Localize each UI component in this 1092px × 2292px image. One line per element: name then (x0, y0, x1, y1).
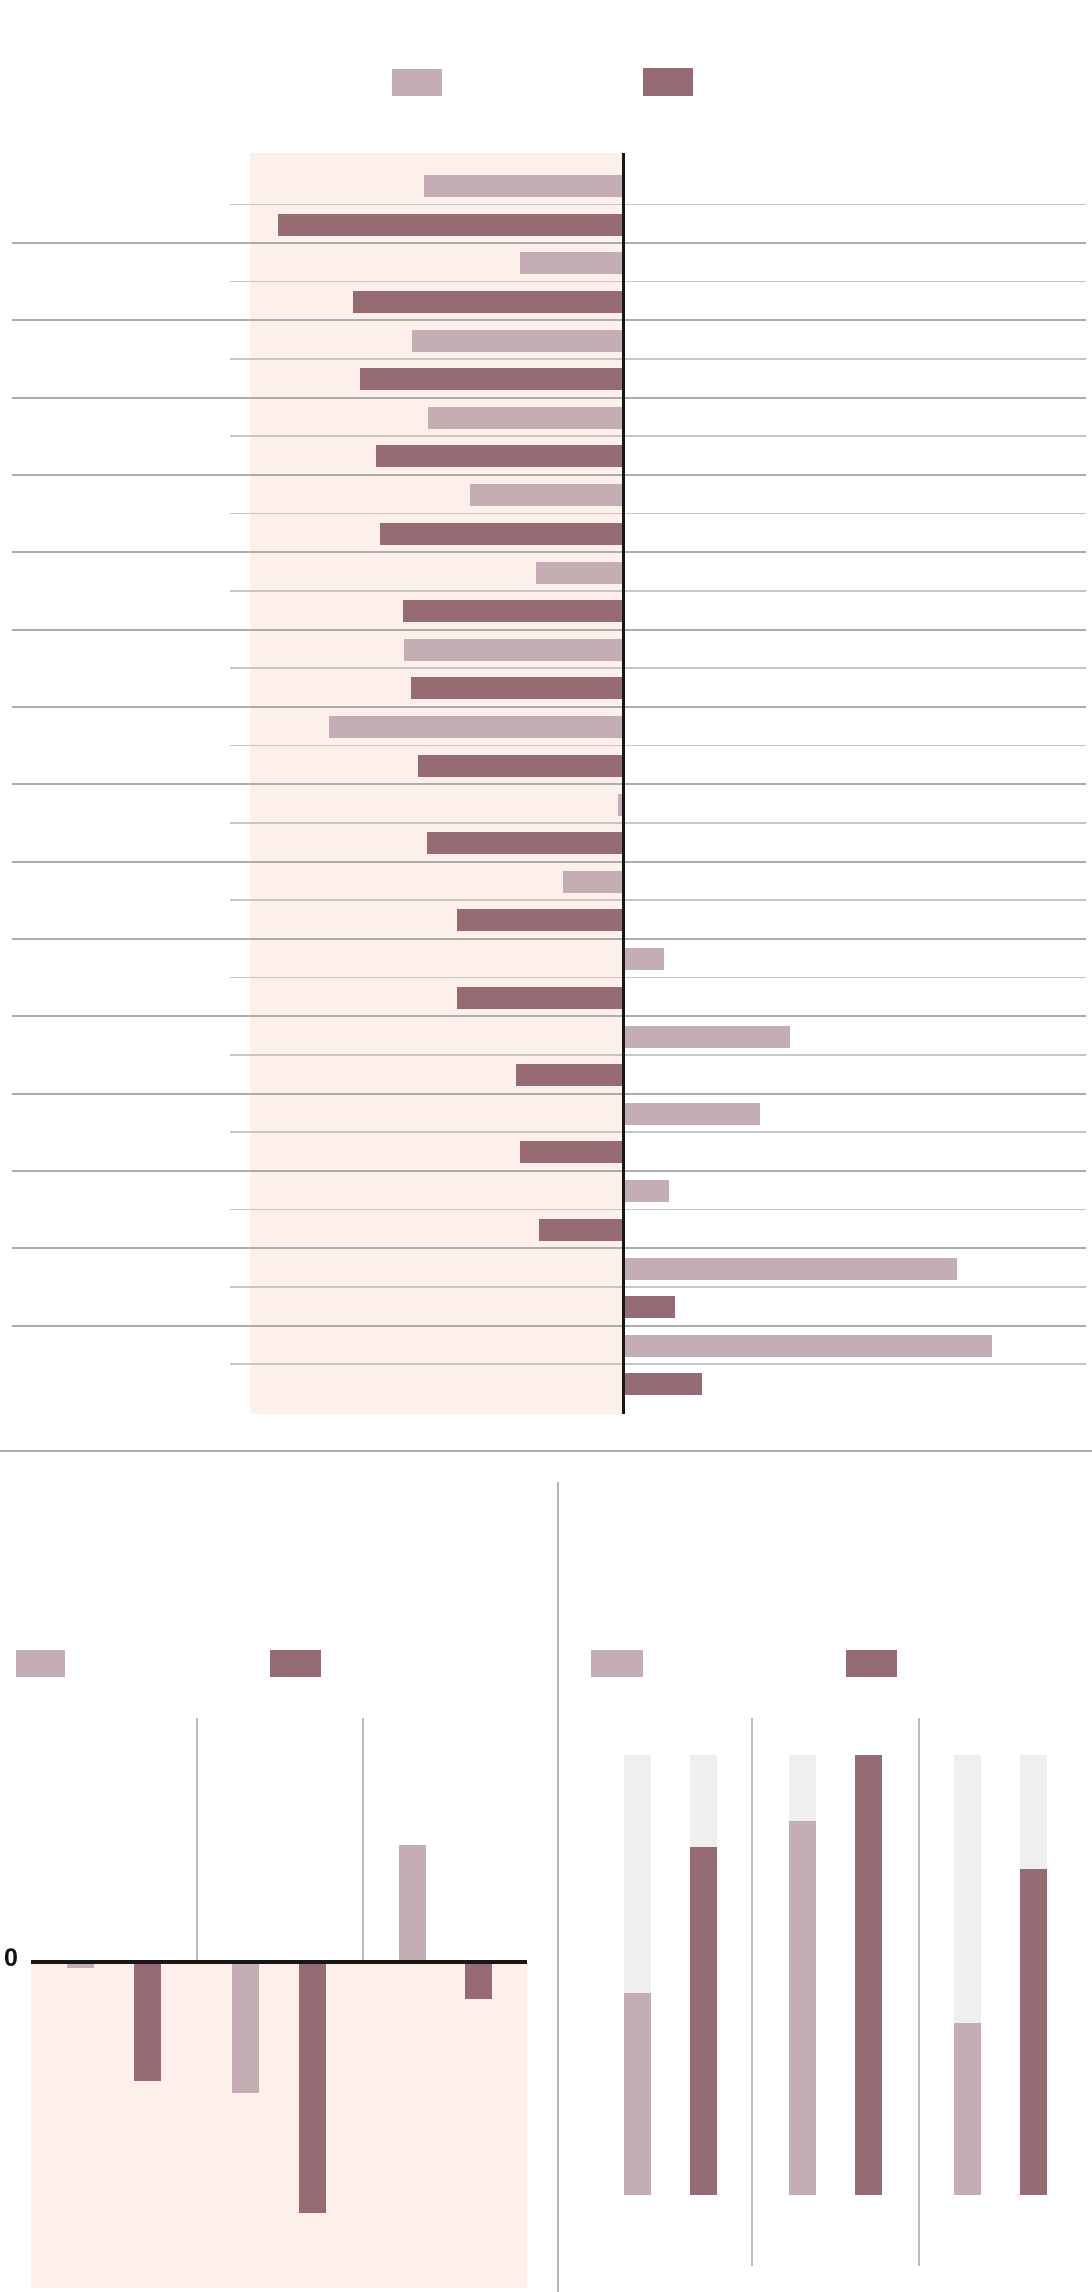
top-chart-dark-bar-row-3 (360, 368, 624, 391)
top-chart-zero-axis (622, 153, 625, 1414)
top-chart-dark-bar-row-7 (411, 677, 624, 700)
top-legend-swatch-dark (643, 68, 693, 96)
top-chart-major-gridline (12, 551, 1086, 554)
top-chart-major-gridline (12, 628, 1086, 631)
top-chart-dark-bar-row-12 (516, 1064, 624, 1087)
bottom-right-chart-dark-fill-group-2 (855, 1755, 882, 2195)
bottom-left-chart-zero-line (31, 1960, 527, 1964)
top-chart-minor-gridline (230, 203, 1086, 205)
top-chart-dark-bar-row-6 (403, 600, 624, 623)
section-divider-horizontal (0, 1450, 1092, 1452)
bottom-right-chart-light-fill-group-1 (624, 1993, 651, 2195)
top-chart-minor-gridline (230, 590, 1086, 592)
top-chart-dark-bar-row-5 (380, 522, 624, 545)
top-chart-major-gridline (12, 1324, 1086, 1327)
top-chart-major-gridline (12, 473, 1086, 476)
bottom-left-chart-dark-bar-group-3 (465, 1962, 492, 1999)
top-chart-dark-bar-row-10 (457, 909, 624, 932)
bottom-left-legend-swatch-dark (270, 1650, 321, 1677)
top-chart-minor-gridline (230, 435, 1086, 437)
top-chart-dark-bar-row-14 (539, 1218, 624, 1241)
bottom-left-chart-light-bar-group-3 (399, 1845, 426, 1962)
top-chart-light-bar-row-13 (624, 1102, 760, 1125)
bottom-left-chart-light-bar-group-2 (232, 1962, 259, 2093)
top-chart-minor-gridline (230, 976, 1086, 979)
top-chart-minor-gridline (230, 1054, 1086, 1056)
bottom-left-chart-light-bar-group-1 (67, 1962, 94, 1968)
top-chart-major-gridline (12, 319, 1086, 322)
top-chart-major-gridline (12, 242, 1086, 244)
top-chart-light-bar-row-2 (520, 252, 624, 275)
top-chart-light-bar-row-8 (329, 716, 624, 739)
top-chart-dark-bar-row-15 (624, 1296, 675, 1319)
bottom-left-chart-dark-bar-group-2 (299, 1962, 326, 2213)
top-chart-light-bar-row-10 (563, 870, 624, 893)
top-chart-dark-bar-row-13 (520, 1141, 624, 1164)
top-chart-major-gridline (12, 1247, 1086, 1250)
bottom-right-chart-light-fill-group-2 (789, 1821, 816, 2195)
bottom-left-chart-dark-bar-group-1 (134, 1962, 161, 2081)
top-chart-light-bar-row-14 (624, 1180, 669, 1203)
bottom-left-chart-zero-tick-label: 0 (4, 1944, 18, 1972)
top-chart-dark-bar-row-2 (353, 290, 624, 313)
top-chart-minor-gridline (230, 667, 1086, 669)
top-chart-dark-bar-row-11 (457, 986, 624, 1009)
bottom-right-legend-swatch-light (591, 1650, 643, 1677)
section-divider-vertical (557, 1482, 559, 2292)
top-chart-major-gridline (12, 937, 1086, 940)
top-chart-minor-gridline (230, 899, 1086, 901)
top-chart-major-gridline (12, 860, 1086, 863)
top-chart-minor-gridline (230, 1131, 1086, 1133)
top-chart-minor-gridline (230, 1363, 1086, 1365)
top-chart-major-gridline (12, 1015, 1086, 1018)
top-chart-minor-gridline (230, 358, 1086, 360)
top-legend-swatch-light (392, 69, 442, 96)
bottom-right-chart-light-fill-group-3 (954, 2023, 981, 2195)
top-chart-light-bar-row-16 (624, 1334, 992, 1357)
top-chart-light-bar-row-12 (624, 1025, 790, 1048)
top-chart-major-gridline (12, 783, 1086, 786)
top-chart-light-bar-row-11 (624, 948, 664, 971)
top-chart-light-bar-row-6 (536, 561, 624, 584)
top-chart-light-bar-row-9 (618, 793, 624, 816)
bottom-right-chart-dark-fill-group-3 (1020, 1869, 1047, 2195)
top-chart-minor-gridline (230, 1286, 1086, 1288)
top-chart-light-bar-row-15 (624, 1257, 957, 1280)
top-chart-major-gridline (12, 396, 1086, 399)
top-chart-dark-bar-row-1 (278, 213, 624, 236)
top-chart-minor-gridline (230, 822, 1086, 824)
top-chart-minor-gridline (230, 512, 1086, 515)
top-chart-light-bar-row-1 (424, 175, 624, 197)
top-chart-minor-gridline (230, 744, 1086, 747)
top-chart-dark-bar-row-16 (624, 1373, 702, 1396)
top-chart-light-bar-row-7 (404, 638, 624, 661)
bottom-left-chart-negative-band (31, 1962, 527, 2288)
top-chart-dark-bar-row-4 (376, 445, 624, 468)
top-chart-minor-gridline (230, 280, 1086, 283)
top-chart-light-bar-row-3 (412, 329, 624, 352)
top-chart-light-bar-row-5 (470, 484, 624, 507)
top-chart-dark-bar-row-9 (427, 832, 624, 855)
bottom-right-chart-dark-fill-group-1 (690, 1847, 717, 2195)
bottom-right-chart-vertical-gridline (918, 1718, 920, 2266)
bottom-right-legend-swatch-dark (846, 1650, 897, 1677)
top-chart-dark-bar-row-8 (418, 754, 624, 777)
top-chart-minor-gridline (230, 1208, 1086, 1211)
bottom-left-legend-swatch-light (16, 1650, 65, 1677)
top-chart-light-bar-row-4 (428, 406, 624, 429)
top-chart-major-gridline (12, 1169, 1086, 1172)
top-chart-major-gridline (12, 705, 1086, 708)
bottom-right-chart-vertical-gridline (751, 1718, 753, 2266)
top-chart-major-gridline (12, 1092, 1086, 1095)
